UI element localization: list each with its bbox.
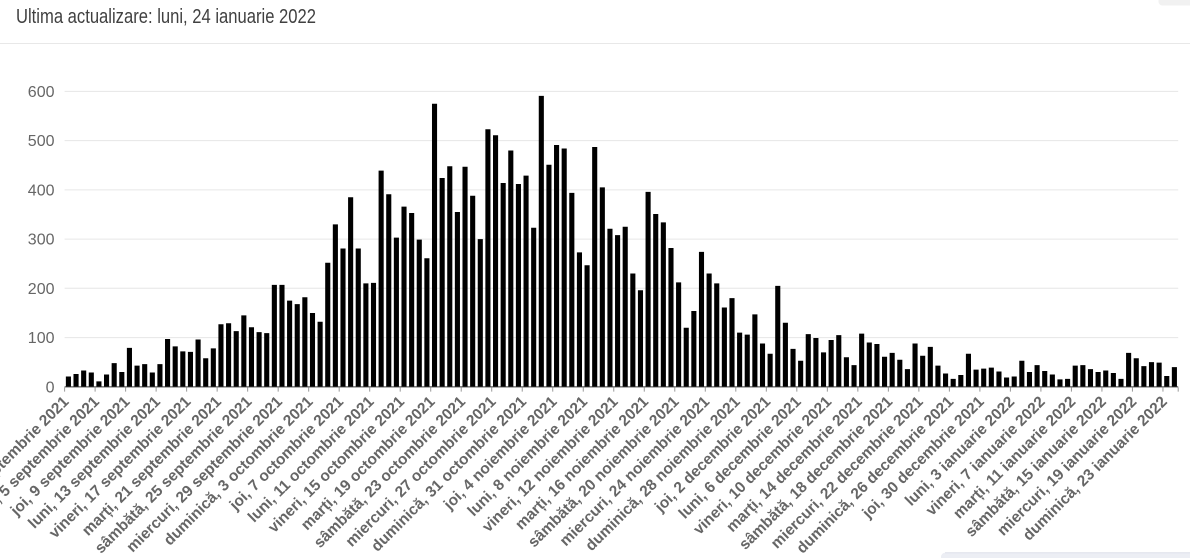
svg-text:400: 400 bbox=[28, 182, 55, 199]
svg-text:200: 200 bbox=[28, 281, 55, 298]
svg-text:0: 0 bbox=[46, 379, 55, 396]
svg-text:Ultima actualizare: luni, 24 i: Ultima actualizare: luni, 24 ianuarie 20… bbox=[16, 6, 316, 28]
svg-text:600: 600 bbox=[28, 84, 55, 101]
svg-text:100: 100 bbox=[28, 330, 55, 347]
svg-text:500: 500 bbox=[28, 133, 55, 150]
svg-text:300: 300 bbox=[28, 232, 55, 249]
